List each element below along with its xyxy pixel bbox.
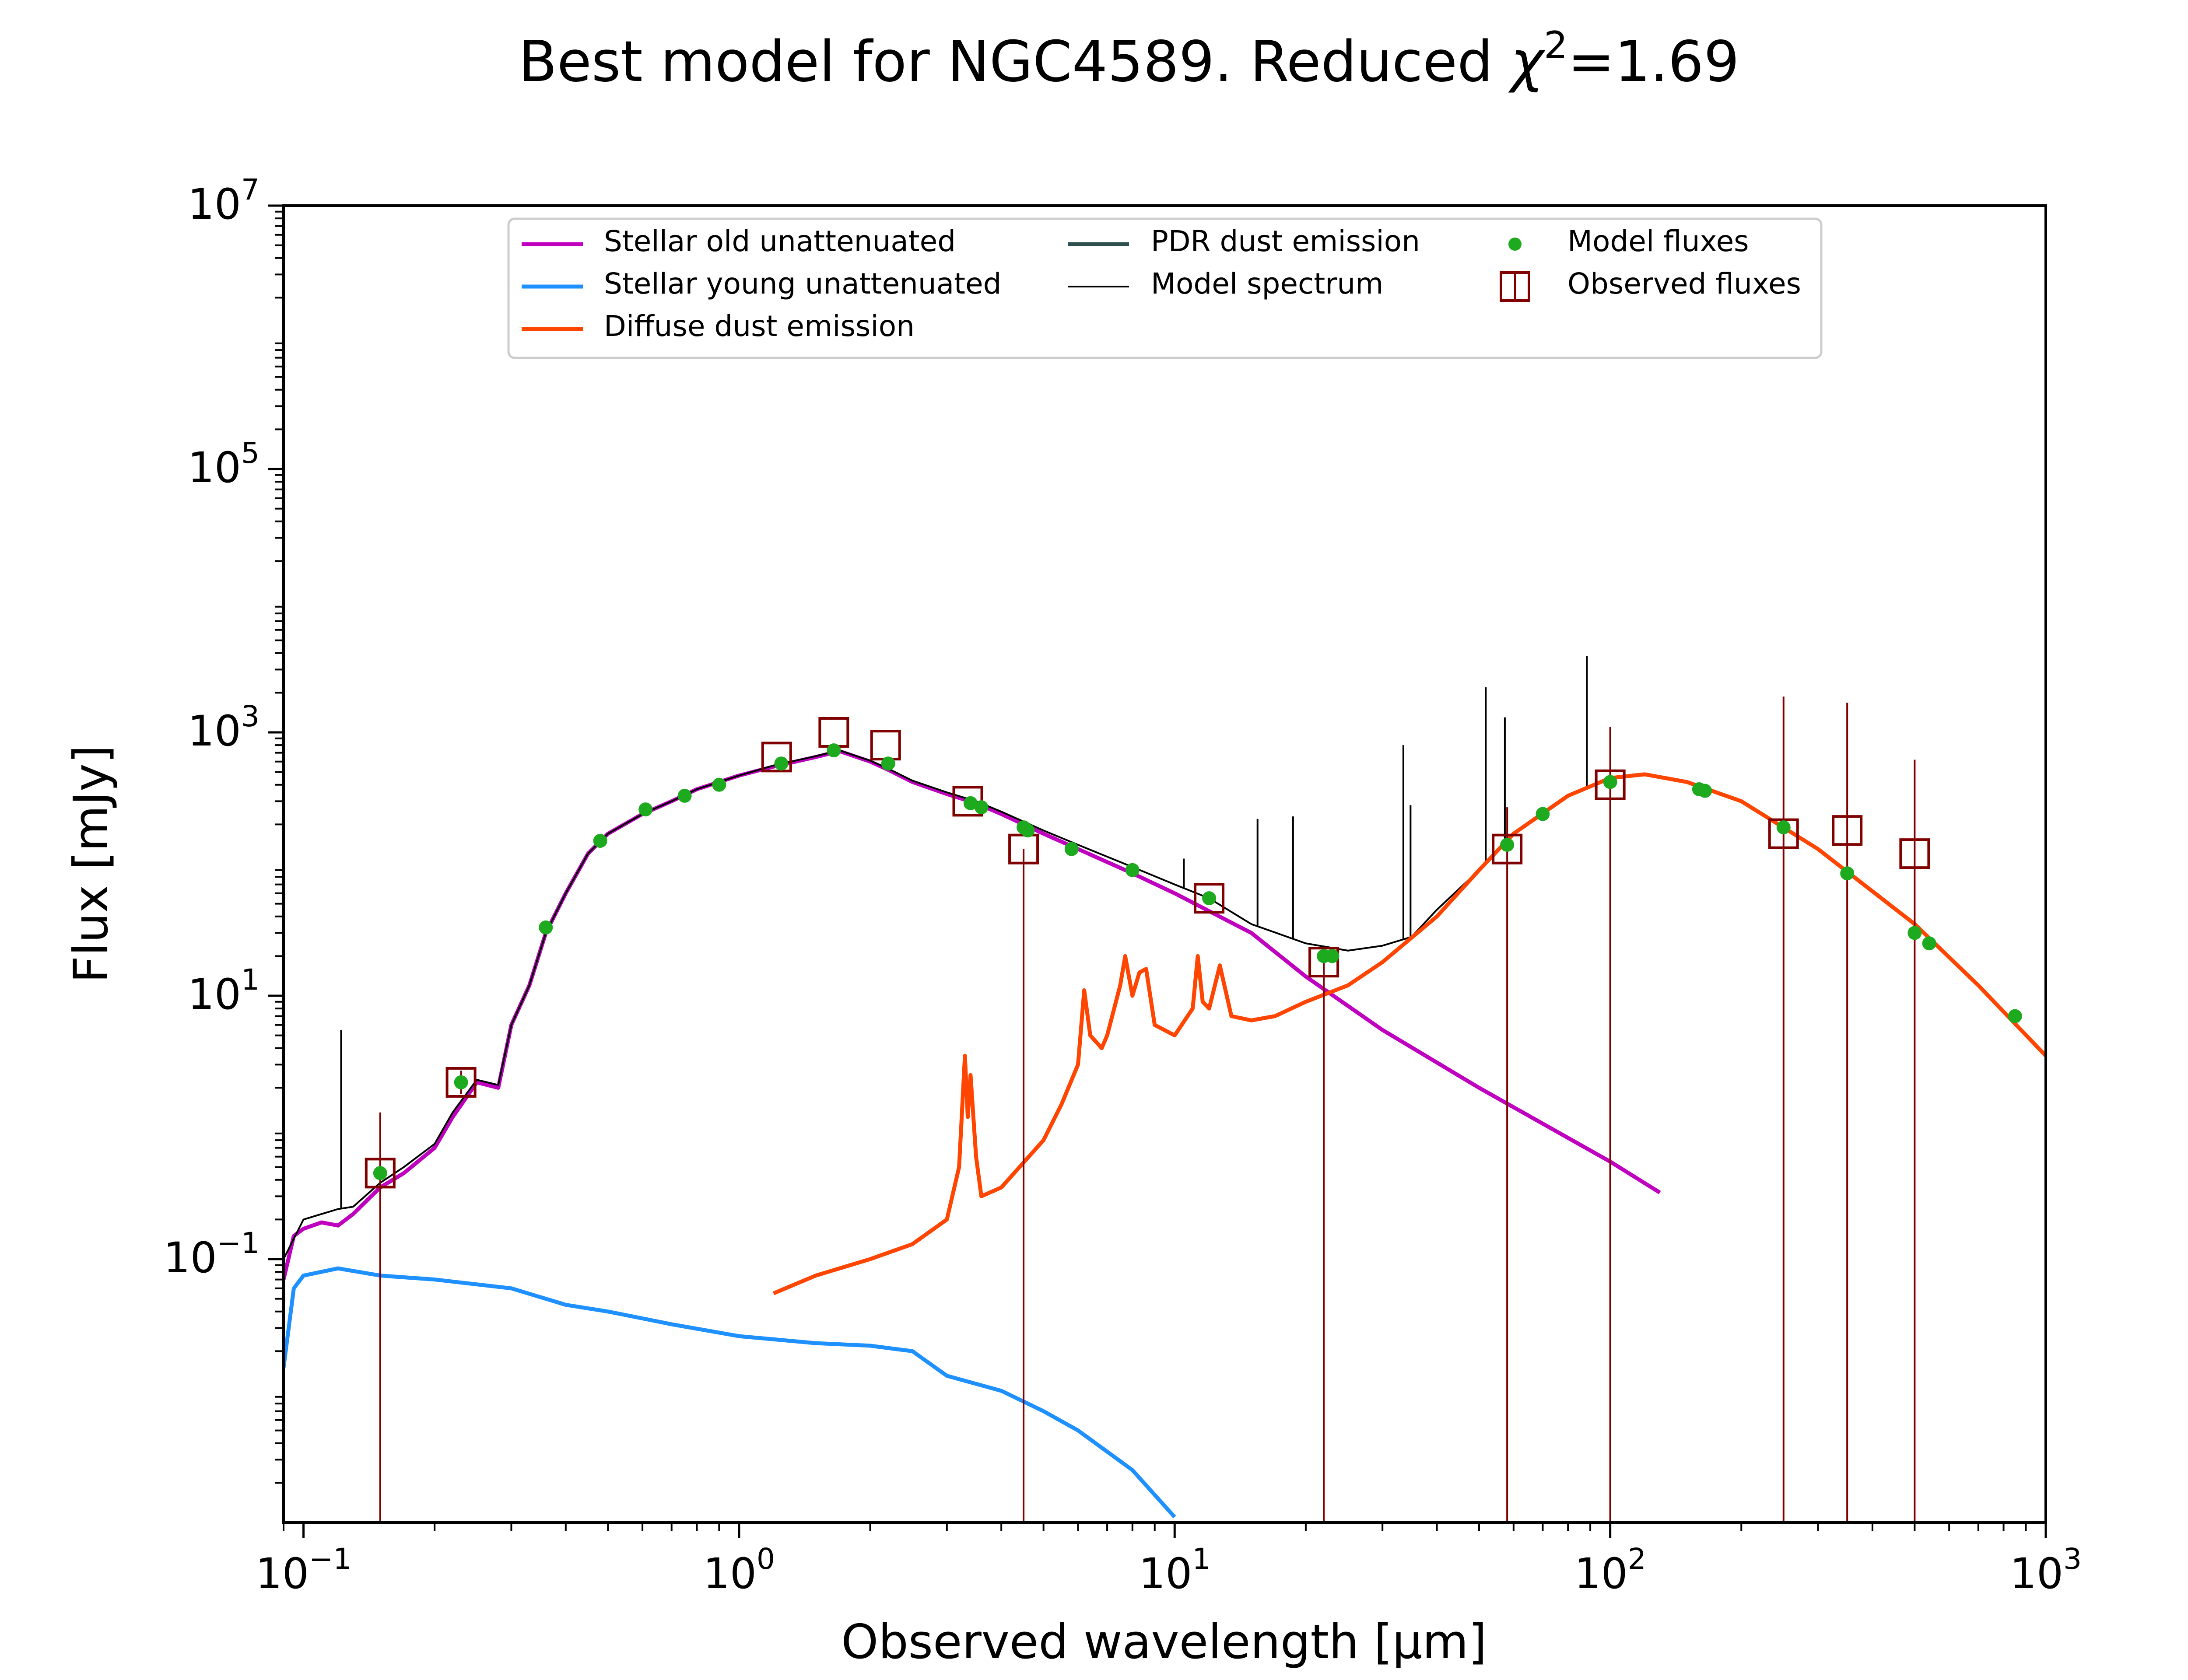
chart-title-main: Best model for NGC4589. Reduced	[519, 29, 1511, 94]
legend-label-stellar-old: Stellar old unattenuated	[604, 224, 956, 258]
y-axis-label: Flux [mJy]	[64, 745, 119, 983]
observed-flux-marker	[365, 1158, 396, 1189]
chart-title-tail: =1.69	[1568, 29, 1739, 94]
model-flux-point	[1907, 926, 1922, 940]
y-tick-label: 103	[188, 700, 259, 756]
model-flux-point	[1776, 820, 1791, 835]
model-flux-point	[1500, 838, 1515, 852]
legend-label-model-spectrum: Model spectrum	[1151, 267, 1383, 301]
chart-title-chi: χ	[1508, 29, 1546, 94]
model-flux-point	[1125, 863, 1140, 877]
model-flux-point	[1064, 842, 1079, 856]
observed-flux-marker	[1899, 838, 1930, 869]
x-tick-label: 102	[1574, 1542, 1646, 1598]
chart-title-sup: 2	[1544, 24, 1568, 67]
y-tick-label: 10−1	[164, 1226, 259, 1282]
model-flux-point	[593, 833, 607, 848]
legend-marker-model-fluxes	[1508, 238, 1522, 251]
observed-flux-marker	[1194, 883, 1225, 914]
legend-label-observed-fluxes: Observed fluxes	[1567, 267, 1801, 301]
observed-flux-marker	[870, 730, 901, 761]
model-flux-point	[881, 756, 895, 771]
y-tick-label: 105	[188, 436, 259, 492]
model-flux-point	[373, 1166, 387, 1180]
legend: Stellar old unattenuated Stellar young u…	[507, 217, 1823, 359]
x-tick-label: 101	[1139, 1542, 1210, 1598]
model-flux-point	[1698, 784, 1712, 798]
observed-flux-marker	[445, 1067, 477, 1098]
model-flux-point	[827, 743, 841, 758]
model-flux-point	[1020, 823, 1035, 838]
model-flux-point	[539, 920, 553, 934]
model-flux-point	[454, 1075, 468, 1089]
model-flux-point	[712, 777, 726, 792]
legend-frame	[507, 217, 1823, 359]
x-tick-label: 100	[703, 1542, 775, 1598]
series-line-diffuse-dust-emission	[772, 772, 2046, 1295]
plot-frame	[282, 204, 2047, 1524]
x-axis-label: Observed wavelength [μm]	[841, 1615, 1487, 1670]
series-line-stellar-old-unattenuated	[284, 749, 1661, 1280]
model-flux-point	[774, 756, 789, 771]
observed-flux-marker	[1768, 818, 1799, 849]
series-line-stellar-young-unattenuated	[284, 1266, 1176, 1519]
legend-label-pdr-dust: PDR dust emission	[1151, 224, 1420, 258]
observed-flux-marker	[1595, 769, 1626, 800]
y-tick-label: 107	[188, 173, 259, 229]
observed-flux-marker	[818, 717, 849, 748]
model-flux-point	[2008, 1009, 2022, 1023]
observed-flux-marker	[1308, 947, 1339, 978]
model-flux-point	[638, 802, 653, 817]
observed-flux-marker	[761, 742, 792, 773]
model-flux-point	[1536, 807, 1550, 821]
chart-title: Best model for NGC4589. Reduced χ2=1.69	[519, 24, 1739, 94]
x-tick-label: 10−1	[256, 1542, 351, 1598]
model-flux-point	[1325, 949, 1339, 963]
legend-label-diffuse-dust: Diffuse dust emission	[604, 309, 915, 343]
model-flux-point	[963, 796, 978, 810]
model-flux-point	[1202, 891, 1217, 906]
model-flux-point	[974, 800, 989, 815]
observed-flux-marker	[1492, 833, 1523, 864]
legend-label-stellar-young: Stellar young unattenuated	[604, 267, 1002, 301]
legend-label-model-fluxes: Model fluxes	[1567, 224, 1749, 258]
model-flux-point	[677, 788, 692, 803]
model-flux-point	[1922, 936, 1936, 951]
observed-flux-marker	[1832, 815, 1863, 846]
plot-series-group	[284, 656, 2046, 1522]
x-tick-label: 103	[2010, 1542, 2082, 1598]
model-flux-point	[1840, 866, 1855, 881]
y-axis: 10−1 101 103 105 107	[164, 173, 284, 1484]
x-axis: 10−1 100 101 102 103	[256, 1522, 2082, 1598]
model-flux-point	[1603, 775, 1617, 789]
y-tick-label: 101	[188, 963, 259, 1019]
